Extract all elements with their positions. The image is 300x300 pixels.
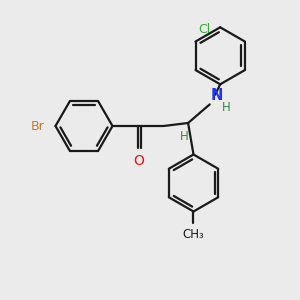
- Text: Br: Br: [31, 119, 45, 133]
- Text: O: O: [133, 154, 144, 168]
- Text: CH₃: CH₃: [183, 228, 204, 241]
- Text: H: H: [180, 130, 189, 142]
- Text: N: N: [210, 88, 223, 103]
- Text: Cl: Cl: [198, 23, 210, 36]
- Text: H: H: [222, 101, 231, 114]
